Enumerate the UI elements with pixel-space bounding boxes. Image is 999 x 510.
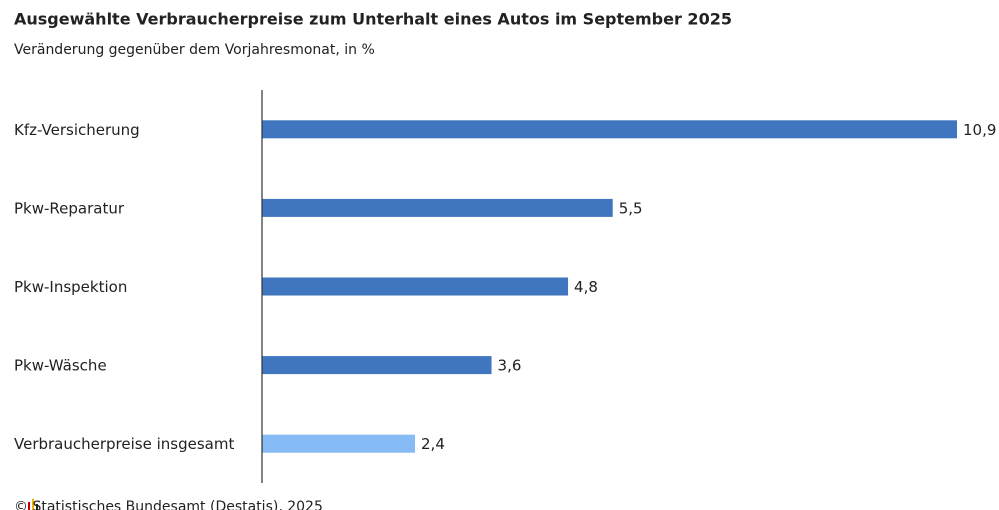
value-label: 3,6	[498, 357, 522, 375]
chart-subtitle: Veränderung gegenüber dem Vorjahresmonat…	[14, 42, 375, 58]
value-label: 4,8	[574, 278, 598, 296]
bar	[262, 356, 492, 375]
category-label: Pkw-Wäsche	[14, 357, 107, 375]
category-label: Pkw-Reparatur	[14, 199, 125, 217]
value-label: 10,9	[963, 121, 996, 139]
source-icon	[28, 499, 38, 510]
category-label: Kfz-Versicherung	[14, 121, 140, 139]
value-label: 5,5	[619, 199, 643, 217]
category-label: Verbraucherpreise insgesamt	[14, 435, 234, 453]
bar	[262, 198, 613, 217]
category-label: Pkw-Inspektion	[14, 278, 127, 296]
bar	[262, 434, 416, 453]
source: © Statistisches Bundesamt (Destatis), 20…	[14, 499, 323, 510]
bar	[262, 277, 569, 296]
chart-title: Ausgewählte Verbraucherpreise zum Unterh…	[14, 10, 732, 29]
value-label: 2,4	[421, 435, 445, 453]
bar	[262, 120, 957, 139]
